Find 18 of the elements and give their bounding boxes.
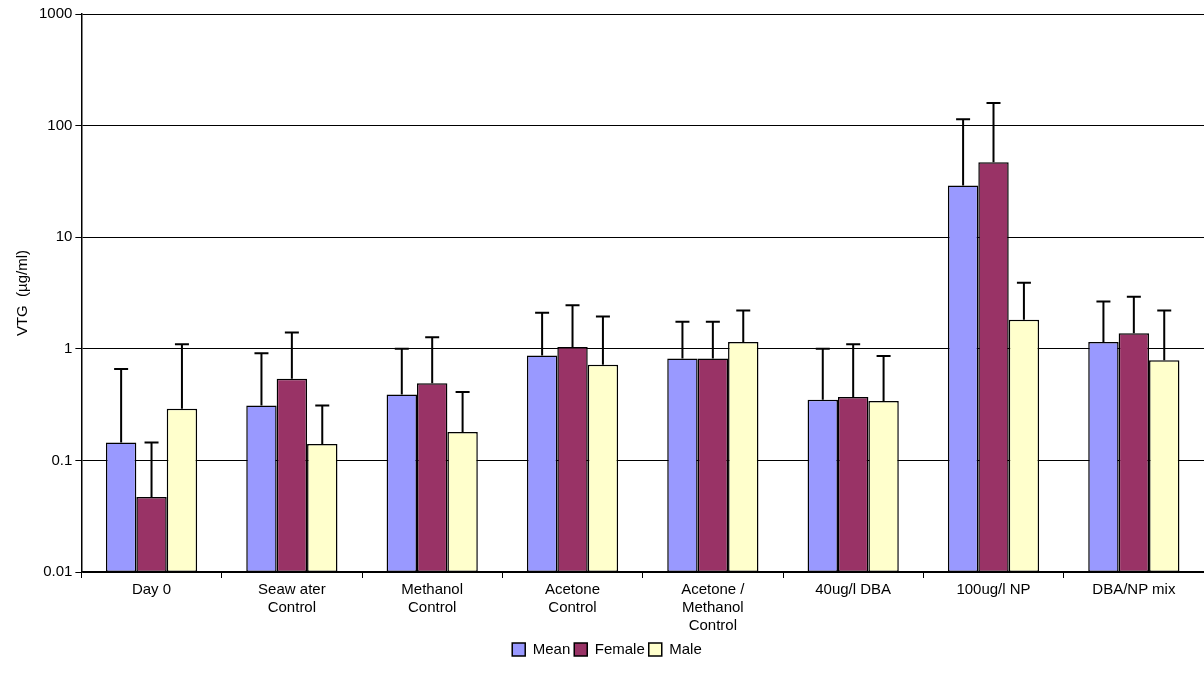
y-tick-label: 0.01 <box>43 562 73 580</box>
y-tick-label: 1000 <box>38 4 73 22</box>
x-tick-label: DBA/NP mix <box>1092 580 1176 598</box>
x-tick-label: Seaw ater Control <box>258 580 326 616</box>
x-tick-label: 40ug/l DBA <box>815 580 892 598</box>
y-tick-label: 1 <box>64 338 73 356</box>
y-tick-label: 100 <box>47 115 73 133</box>
y-tick-label: 10 <box>55 227 73 245</box>
x-tick-label: Acetone / Methanol Control <box>681 580 746 634</box>
x-tick-label: 100ug/l NP <box>956 580 1031 598</box>
legend-label: Female <box>594 639 645 657</box>
y-tick-label: 0.1 <box>51 450 73 468</box>
legend-label: Mean <box>532 639 571 657</box>
x-tick-label: Acetone Control <box>545 580 601 616</box>
legend-label: Male <box>669 639 702 657</box>
y-axis-title: VTG (µg/ml) <box>13 249 31 337</box>
x-tick-label: Day 0 <box>131 580 172 598</box>
x-tick-label: Methanol Control <box>401 580 464 616</box>
